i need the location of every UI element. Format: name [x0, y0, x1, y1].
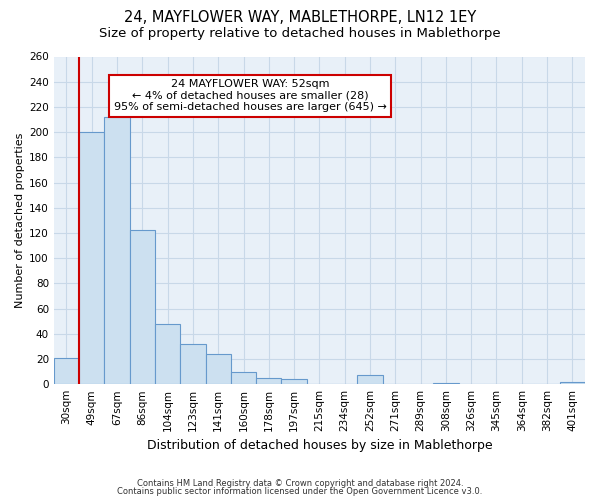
Bar: [54, 358, 79, 384]
Bar: [281, 379, 307, 384]
Bar: [206, 354, 231, 384]
Bar: [130, 230, 155, 384]
Bar: [231, 372, 256, 384]
Text: Size of property relative to detached houses in Mablethorpe: Size of property relative to detached ho…: [99, 28, 501, 40]
Text: Contains HM Land Registry data © Crown copyright and database right 2024.: Contains HM Land Registry data © Crown c…: [137, 478, 463, 488]
Text: 24, MAYFLOWER WAY, MABLETHORPE, LN12 1EY: 24, MAYFLOWER WAY, MABLETHORPE, LN12 1EY: [124, 10, 476, 25]
Bar: [79, 132, 104, 384]
Bar: [433, 383, 458, 384]
Bar: [155, 324, 180, 384]
Bar: [256, 378, 281, 384]
Bar: [358, 376, 383, 384]
Bar: [180, 344, 206, 384]
Bar: [560, 382, 585, 384]
Y-axis label: Number of detached properties: Number of detached properties: [15, 132, 25, 308]
Bar: [104, 117, 130, 384]
X-axis label: Distribution of detached houses by size in Mablethorpe: Distribution of detached houses by size …: [146, 440, 492, 452]
Text: Contains public sector information licensed under the Open Government Licence v3: Contains public sector information licen…: [118, 487, 482, 496]
Text: 24 MAYFLOWER WAY: 52sqm  
← 4% of detached houses are smaller (28)
95% of semi-d: 24 MAYFLOWER WAY: 52sqm ← 4% of detached…: [114, 79, 387, 112]
